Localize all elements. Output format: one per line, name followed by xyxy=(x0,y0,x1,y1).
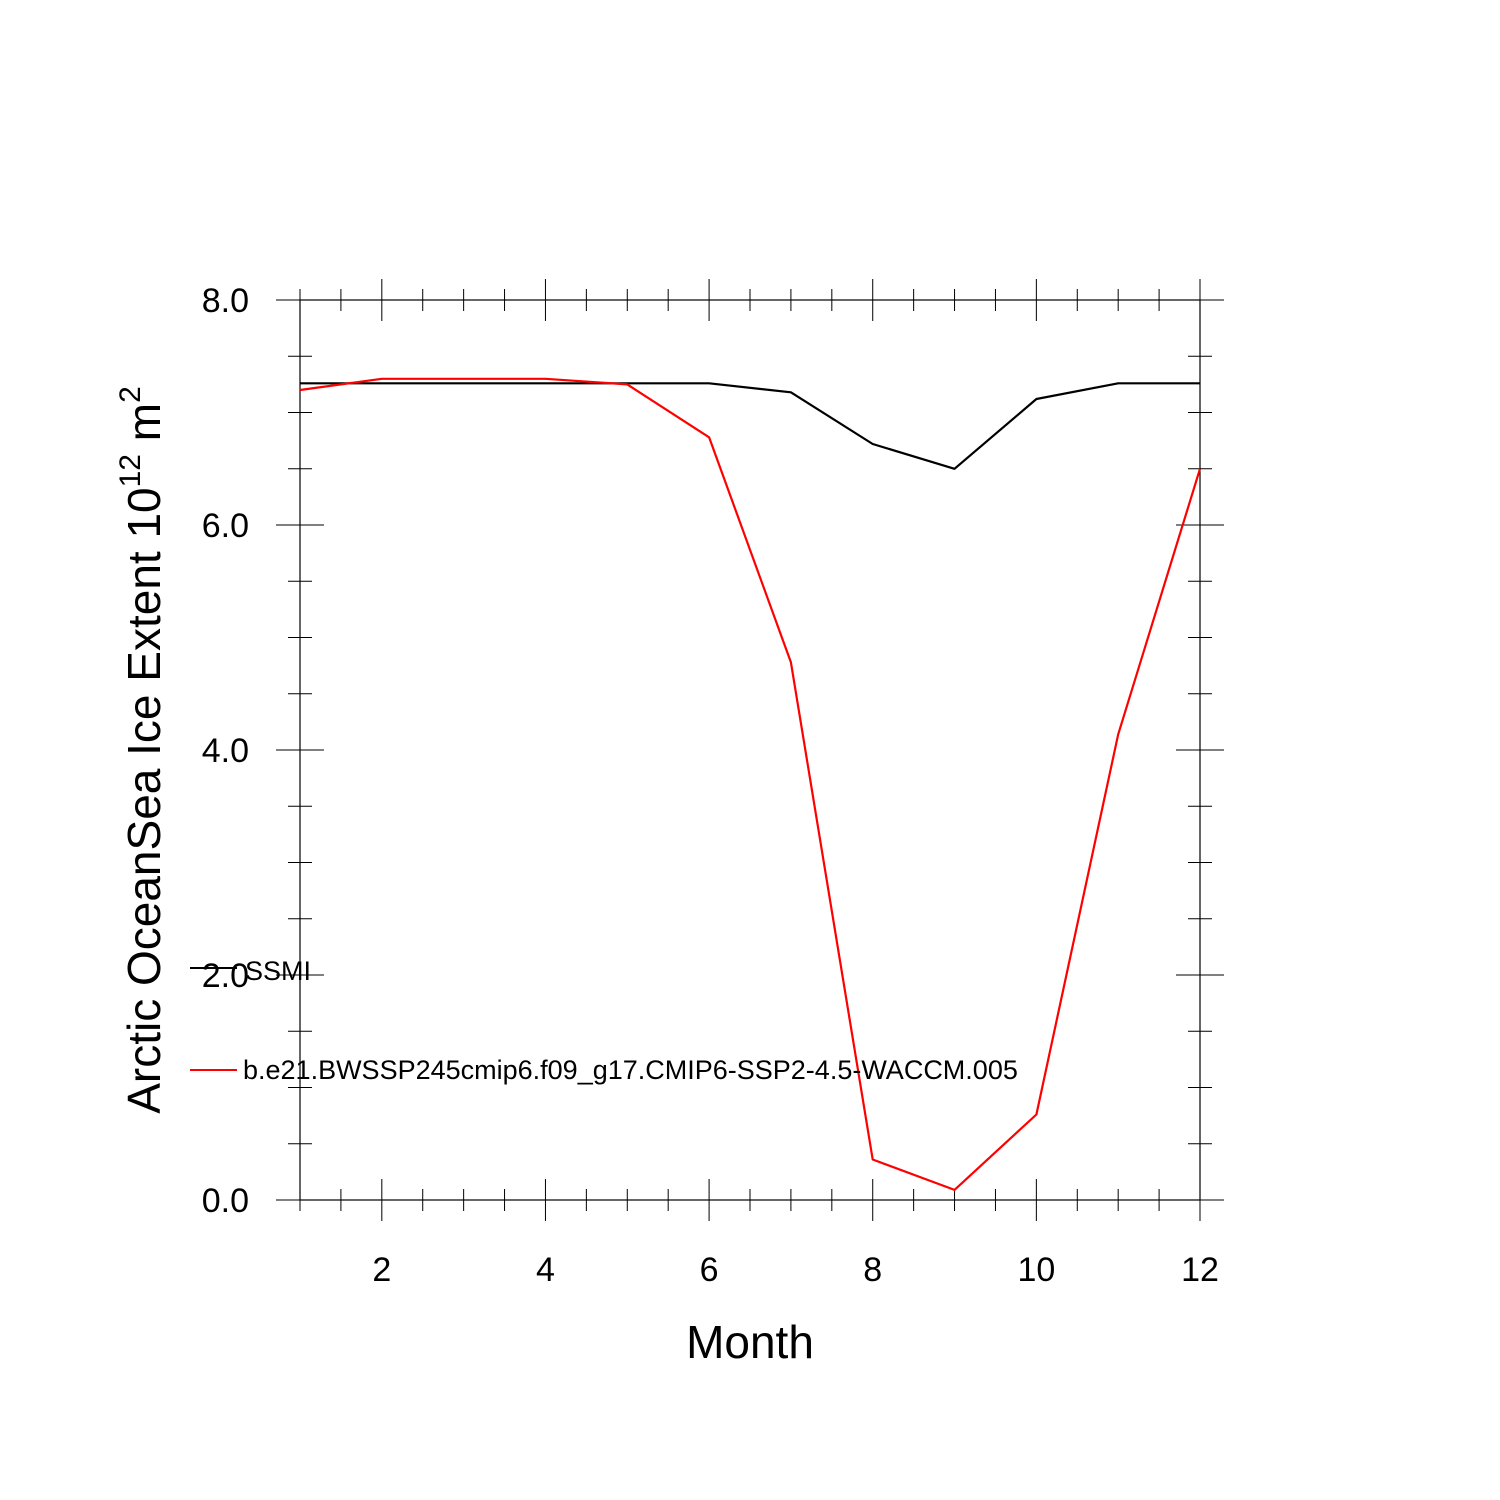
legend: SSMI b.e21.BWSSP245cmip6.f09_g17.CMIP6-S… xyxy=(190,956,1018,1085)
y-axis-title-unit-exponent: 2 xyxy=(114,386,147,403)
y-tick-label: 6.0 xyxy=(202,507,249,545)
legend-label-waccm: b.e21.BWSSP245cmip6.f09_g17.CMIP6-SSP2-4… xyxy=(243,1055,1018,1085)
legend-label-ssmi: SSMI xyxy=(245,956,311,986)
x-tick-label: 4 xyxy=(536,1251,555,1289)
svg-text:Arctic OceanSea Ice Extent 101: Arctic OceanSea Ice Extent 1012 m2 xyxy=(114,386,170,1114)
y-tick-label: 0.0 xyxy=(202,1182,249,1220)
tick-labels: 2 4 6 8 10 12 0.0 2.0 4.0 6.0 8.0 xyxy=(202,282,1219,1289)
series-line-waccm xyxy=(299,377,1202,1192)
series-line-ssmi xyxy=(300,382,1200,470)
x-tick-label: 8 xyxy=(863,1251,882,1289)
y-tick-label: 4.0 xyxy=(202,732,249,770)
y-tick-label: 8.0 xyxy=(202,282,249,320)
y-axis-title-exponent: 12 xyxy=(114,454,147,487)
y-tick-label: 2.0 xyxy=(202,957,249,995)
x-tick-label: 2 xyxy=(372,1251,391,1289)
y-axis-title: Arctic OceanSea Ice Extent 1012 m2 xyxy=(114,386,170,1114)
y-axis-title-unit: m xyxy=(118,403,170,454)
x-tick-label: 10 xyxy=(1017,1251,1055,1289)
x-axis-title: Month xyxy=(686,1316,814,1368)
x-tick-label: 6 xyxy=(700,1251,719,1289)
axis-ticks xyxy=(276,279,1224,1221)
y-axis-title-main: Arctic OceanSea Ice Extent 10 xyxy=(118,487,170,1113)
x-tick-label: 12 xyxy=(1181,1251,1219,1289)
series-lines xyxy=(299,377,1202,1192)
